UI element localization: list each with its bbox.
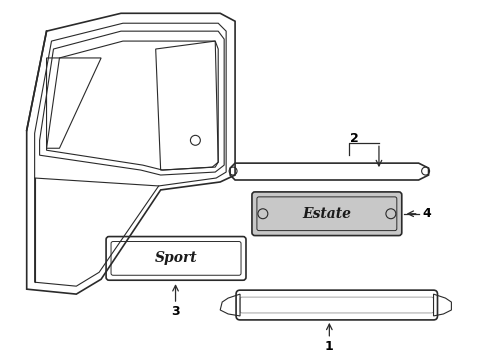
Text: Estate: Estate — [302, 207, 351, 221]
Text: 3: 3 — [171, 306, 180, 319]
Text: 2: 2 — [350, 132, 359, 145]
Text: 4: 4 — [422, 207, 431, 220]
Text: Sport: Sport — [155, 251, 197, 265]
Text: 1: 1 — [325, 340, 334, 353]
FancyBboxPatch shape — [252, 192, 402, 235]
